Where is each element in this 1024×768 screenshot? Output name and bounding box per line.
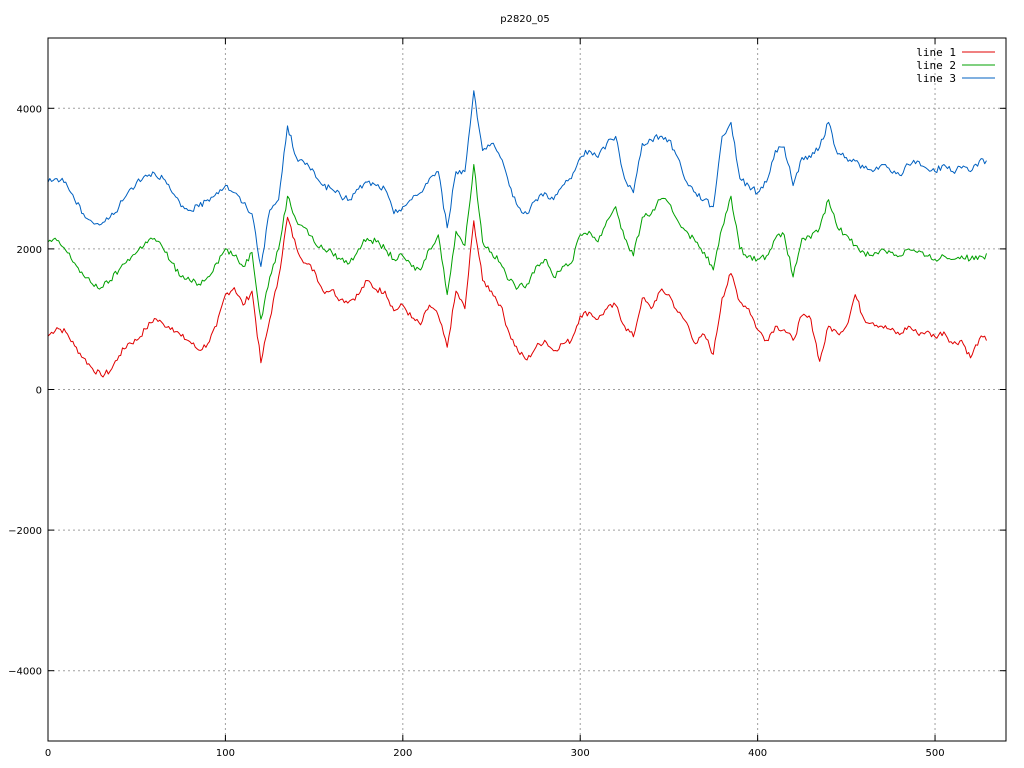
legend-label-3: line 3 [916, 72, 956, 85]
y-tick-label: 4000 [17, 104, 42, 115]
legend-label-2: line 2 [916, 59, 956, 72]
x-tick-label: 100 [216, 748, 235, 759]
chart-title: p2820_05 [500, 14, 550, 25]
axis-ticks: 0 100 200 300 400 500 −4000 −2000 0 2000 4000 [8, 38, 1006, 759]
x-tick-label: 500 [925, 748, 944, 759]
grid [48, 38, 1006, 741]
x-tick-label: 0 [45, 748, 51, 759]
series-line-2 [47, 164, 987, 320]
series-line-1 [47, 216, 987, 378]
legend-label-1: line 1 [916, 46, 956, 59]
plot-frame [47, 37, 1007, 742]
y-tick-label: −2000 [8, 526, 42, 537]
series-lines [47, 90, 987, 378]
y-tick-label: −4000 [8, 667, 42, 678]
x-tick-label: 300 [571, 748, 590, 759]
series-line-3 [47, 90, 987, 267]
y-tick-label: 2000 [17, 245, 42, 256]
x-tick-label: 200 [393, 748, 412, 759]
x-tick-label: 400 [748, 748, 767, 759]
y-tick-label: 0 [36, 386, 42, 397]
